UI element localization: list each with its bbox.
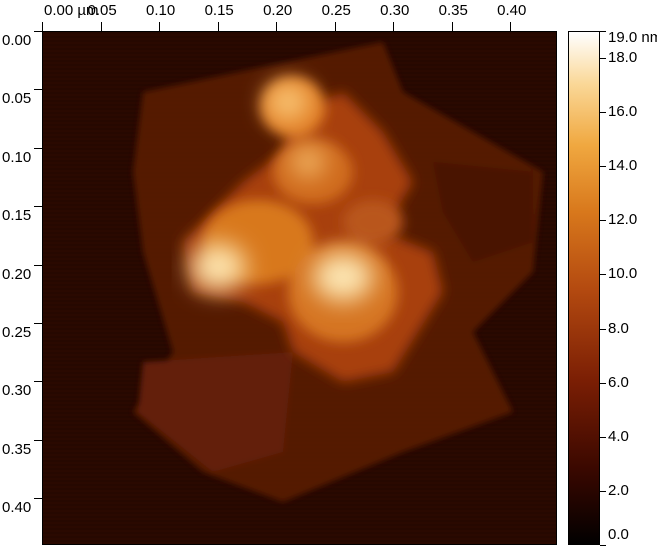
colorbar-gradient [569, 32, 599, 544]
x-tick-label: 0.15 [204, 2, 234, 19]
x-tick-label: 0.40 [497, 2, 527, 19]
colorbar-tick [600, 328, 606, 330]
colorbar-tick [600, 274, 606, 276]
x-tick [393, 22, 395, 31]
colorbar-tick-label: 4.0 [608, 427, 629, 445]
y-tick [34, 206, 42, 208]
afm-height-image [42, 31, 557, 545]
y-tick [34, 264, 42, 266]
x-tick [159, 22, 161, 31]
colorbar-tick [600, 490, 606, 492]
x-tick-label: 0.00 µm [44, 2, 99, 19]
colorbar-tick-label: 16.0 [608, 103, 638, 121]
colorbar-tick-label: 0.0 [608, 526, 629, 543]
y-tick [34, 147, 42, 149]
colorbar-tick [600, 220, 606, 222]
colorbar-tick-label: 14.0 [608, 157, 638, 175]
x-tick [276, 22, 278, 31]
colorbar-tick [600, 31, 606, 32]
colorbar-tick-label: 6.0 [608, 373, 629, 391]
colorbar-tick-label: 12.0 [608, 211, 638, 229]
colorbar-tick [600, 112, 606, 114]
colorbar-tick [600, 58, 606, 60]
x-tick [100, 22, 102, 31]
colorbar-tick [600, 166, 606, 168]
x-tick-label: 0.35 [438, 2, 468, 19]
y-tick [34, 89, 42, 91]
colorbar-tick [600, 382, 606, 384]
x-tick [334, 22, 336, 31]
y-tick-label: 0.10 [2, 148, 32, 166]
afm-height-map [43, 32, 556, 544]
y-tick [34, 323, 42, 325]
y-tick-label: 0.40 [2, 499, 32, 517]
colorbar-tick-label: 2.0 [608, 481, 629, 499]
y-tick-label: 0.20 [2, 265, 32, 283]
y-tick [34, 498, 42, 500]
y-tick [34, 439, 42, 441]
y-tick-label: 0.25 [2, 324, 32, 342]
x-tick-label: 0.10 [146, 2, 176, 19]
y-tick-label: 0.00 [2, 32, 32, 49]
x-tick [451, 22, 453, 31]
colorbar-tick-label: 19.0 nm [608, 29, 657, 46]
colorbar-tick-label: 18.0 [608, 49, 638, 67]
colorbar-tick-label: 10.0 [608, 265, 638, 283]
y-tick [34, 381, 42, 383]
x-tick-label: 0.05 [87, 2, 117, 19]
colorbar-tick [600, 436, 606, 438]
x-tick-label: 0.25 [321, 2, 351, 19]
y-tick-label: 0.05 [2, 90, 32, 108]
y-tick-label: 0.15 [2, 207, 32, 225]
x-tick [510, 22, 512, 31]
colorbar-tick-label: 8.0 [608, 319, 629, 337]
y-tick [34, 31, 42, 32]
x-tick [42, 22, 43, 31]
x-tick-label: 0.20 [263, 2, 293, 19]
y-tick-label: 0.35 [2, 440, 32, 458]
x-tick [217, 22, 219, 31]
y-tick-label: 0.30 [2, 382, 32, 400]
colorbar [568, 31, 600, 545]
x-tick-label: 0.30 [380, 2, 410, 19]
